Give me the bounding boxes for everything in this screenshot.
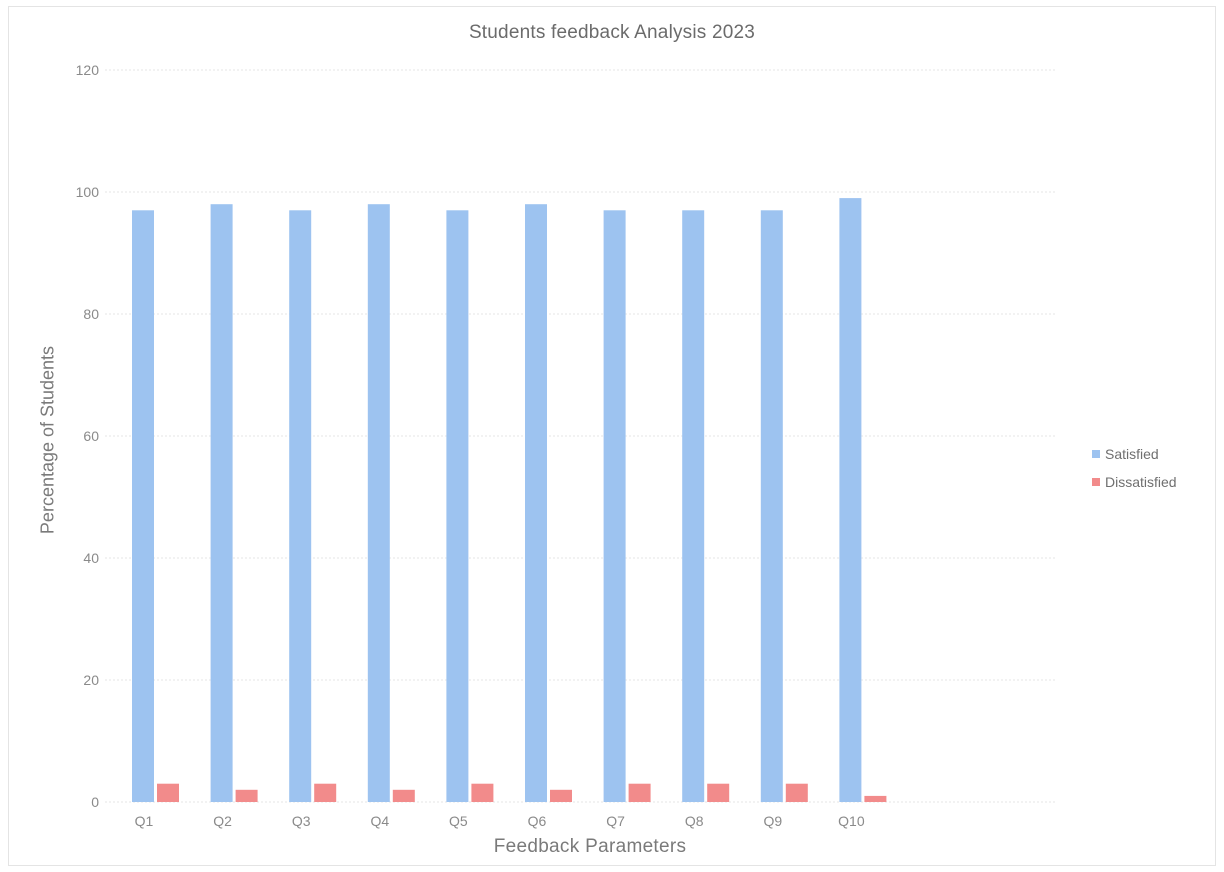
y-tick-label: 100 <box>76 184 100 200</box>
y-tick-label: 0 <box>91 794 99 810</box>
bar-satisfied-q2 <box>210 204 233 802</box>
bar-dissatisfied-q3 <box>314 783 337 802</box>
x-tick-label: Q6 <box>528 813 547 829</box>
bar-satisfied-q9 <box>760 210 783 803</box>
bar-dissatisfied-q1 <box>157 783 179 802</box>
x-axis-title: Feedback Parameters <box>493 836 687 857</box>
x-tick-label: Q9 <box>763 813 782 829</box>
legend-item-dissatisfied: Dissatisfied <box>1092 468 1177 496</box>
bar-satisfied-q8 <box>682 210 705 803</box>
bar-dissatisfied-q8 <box>707 783 730 802</box>
legend-swatch-dissatisfied <box>1092 478 1100 486</box>
x-tick-label: Q8 <box>685 813 704 829</box>
x-tick-labels: Q1 Q2 Q3 Q4 Q5 Q6 Q7 Q8 Q9 Q10 <box>135 813 865 829</box>
bar-dissatisfied-q10 <box>864 795 887 802</box>
gridlines <box>105 69 1055 803</box>
legend-swatch-satisfied <box>1092 450 1100 458</box>
bar-satisfied-q7 <box>603 210 626 803</box>
bar-satisfied-q5 <box>446 210 469 803</box>
chart-title: Students feedback Analysis 2023 <box>468 22 756 43</box>
x-tick-label: Q1 <box>135 813 154 829</box>
x-tick-label: Q2 <box>213 813 232 829</box>
chart-frame <box>8 6 1216 866</box>
x-tick-label: Q4 <box>370 813 389 829</box>
y-tick-label: 20 <box>83 672 99 688</box>
x-tick-label: Q5 <box>449 813 468 829</box>
x-tick-label: Q3 <box>292 813 311 829</box>
y-tick-label: 40 <box>83 550 99 566</box>
legend: Satisfied Dissatisfied <box>1092 440 1177 496</box>
legend-label-dissatisfied: Dissatisfied <box>1105 474 1177 490</box>
bar-dissatisfied-q6 <box>550 789 572 802</box>
bar-dissatisfied-q5 <box>471 783 494 802</box>
bar-satisfied-q3 <box>289 210 312 803</box>
legend-item-satisfied: Satisfied <box>1092 440 1177 468</box>
bars <box>132 198 887 803</box>
bar-dissatisfied-q7 <box>628 783 651 802</box>
y-tick-label: 120 <box>76 62 100 78</box>
x-tick-label: Q7 <box>606 813 625 829</box>
bar-dissatisfied-q2 <box>235 789 258 802</box>
bar-satisfied-q1 <box>132 210 154 803</box>
bar-dissatisfied-q4 <box>392 789 415 802</box>
bar-satisfied-q4 <box>367 204 390 802</box>
y-tick-labels: 0 20 40 60 80 100 120 <box>76 62 100 810</box>
bar-satisfied-q6 <box>525 204 547 802</box>
bar-satisfied-q10 <box>839 198 862 803</box>
legend-label-satisfied: Satisfied <box>1105 446 1159 462</box>
x-tick-label: Q10 <box>838 813 865 829</box>
y-tick-label: 60 <box>83 428 99 444</box>
bar-dissatisfied-q9 <box>785 783 808 802</box>
y-tick-label: 80 <box>83 306 99 322</box>
